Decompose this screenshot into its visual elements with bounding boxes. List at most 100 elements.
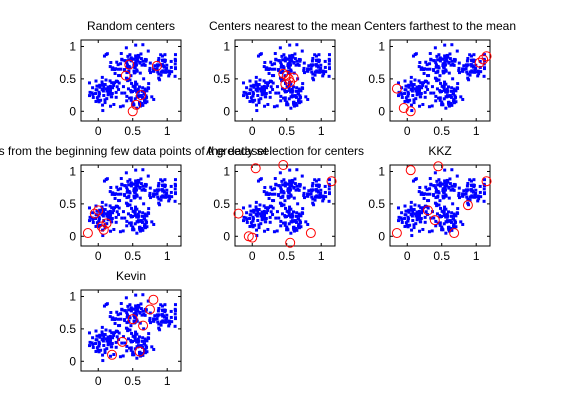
data-point [483,187,486,190]
data-point [91,341,94,344]
data-point [104,351,107,354]
data-point [291,55,294,58]
data-point [291,90,294,93]
data-point [92,96,95,99]
data-point [404,213,407,216]
data-point [301,211,304,214]
data-point [112,353,115,356]
data-point [122,210,125,213]
data-point [427,199,430,202]
data-point [410,234,413,237]
data-point [294,57,297,60]
data-point [312,78,315,81]
data-point [272,82,275,85]
data-point [109,186,112,189]
data-point [98,85,101,88]
data-point [447,187,450,190]
data-point [125,311,128,314]
data-point [301,175,304,178]
data-point [423,72,426,75]
data-point [91,91,94,94]
data-point [174,66,177,69]
data-point [428,193,431,196]
data-point [458,62,461,65]
data-point [279,220,282,223]
data-point [156,189,159,192]
data-point [465,196,468,199]
data-point [246,96,249,99]
data-point [446,180,449,183]
data-point [432,92,435,95]
data-point [117,68,120,71]
data-point [288,66,291,69]
data-point [401,221,404,224]
data-point [140,307,143,310]
data-point [291,215,294,218]
data-point [410,109,413,112]
data-point [160,74,163,77]
data-point [328,53,331,56]
data-point [148,317,151,320]
data-point [442,187,445,190]
data-point [137,340,140,343]
data-point [274,92,277,95]
data-point [319,64,322,67]
data-point [111,68,114,71]
data-point [102,344,105,347]
data-point [477,72,480,75]
data-point [292,210,295,213]
data-point [454,214,457,217]
data-point [412,180,415,183]
data-point [310,189,313,192]
data-point [149,187,152,190]
y-tick-label: 0.5 [368,197,385,211]
x-tick-label: 0.5 [433,124,450,138]
data-point [156,192,159,195]
data-point [104,208,107,211]
data-point [421,103,424,106]
data-point [273,68,276,71]
data-point [469,74,472,77]
data-point [408,99,411,102]
subplot-title: Random centers [87,19,175,33]
data-point [141,168,144,171]
data-point [255,213,258,216]
data-point [133,196,136,199]
data-point [140,182,143,185]
data-point [264,81,267,84]
data-point [434,171,437,174]
data-point [147,207,150,210]
data-point [144,223,147,226]
data-point [156,196,159,199]
data-point [299,89,302,92]
data-point [109,338,112,341]
data-point [437,97,440,100]
data-point [168,322,171,325]
data-point [133,187,136,190]
data-point [109,230,112,233]
data-point [125,224,128,227]
data-point [101,109,104,112]
x-tick-label: 1 [318,124,325,138]
data-point [122,85,125,88]
data-point [438,191,441,194]
data-point [447,210,450,213]
data-point [295,60,298,63]
data-point [152,317,155,320]
y-tick-label: 0.5 [59,197,76,211]
data-point [397,94,400,97]
data-point [458,187,461,190]
data-point [114,72,117,75]
data-point [295,168,298,171]
data-point [109,311,112,314]
data-point [141,211,144,214]
data-point [137,180,140,183]
data-point [418,91,421,94]
data-point [413,203,416,206]
data-point [405,99,408,102]
x-tick-label: 0.5 [124,374,141,388]
data-point [423,67,426,70]
data-point [404,88,407,91]
x-tick-label: 1 [473,124,480,138]
